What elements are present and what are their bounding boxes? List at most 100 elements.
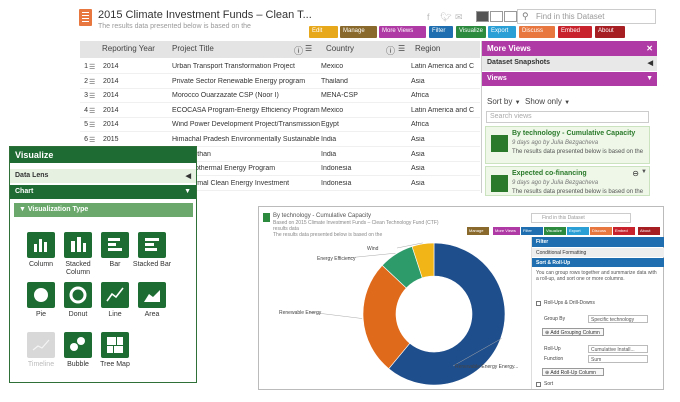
table-view-icon[interactable] <box>476 11 489 22</box>
plus-icon: ⊕ <box>545 330 550 336</box>
visualization-type-section[interactable]: ▼ Visualization Type <box>14 203 193 217</box>
discuss-button[interactable]: Discuss <box>519 26 555 38</box>
cell-country: Indonesia <box>321 179 352 187</box>
views-section[interactable]: Views ▼ <box>482 72 657 86</box>
filter-button[interactable]: Filter <box>521 227 543 235</box>
donut-slice[interactable] <box>388 242 506 386</box>
row-menu-icon[interactable]: ☰ <box>89 93 96 101</box>
embed-button[interactable]: Embed <box>558 26 592 38</box>
row-menu-icon[interactable]: ☰ <box>89 107 96 115</box>
visualize-button[interactable]: Visualize <box>544 227 566 235</box>
column-header-reporting-year[interactable]: Reporting Year <box>102 44 155 53</box>
stacked-bar-icon[interactable] <box>138 232 166 258</box>
roll-up-select[interactable]: Cumulative Install... <box>588 345 648 353</box>
cell-region: Latin America and C <box>411 106 475 114</box>
visualization-type-label: Timeline <box>27 361 55 368</box>
about-button[interactable]: About <box>595 26 625 38</box>
column-menu-icon[interactable]: ☰ <box>398 44 406 53</box>
close-icon[interactable]: ✕ <box>646 44 653 53</box>
chart-search-input[interactable]: Find in this Dataset <box>531 213 631 223</box>
info-icon[interactable]: ⓘ <box>294 46 304 56</box>
table-row[interactable]: 2 ☰ 2014 Private Sector Renewable Energy pr… <box>80 76 480 89</box>
sort-checkbox[interactable] <box>536 382 541 387</box>
dataset-snapshots-section[interactable]: Dataset Snapshots ◀ <box>482 56 657 71</box>
sort-by-dropdown[interactable]: Sort by ▼ <box>487 97 521 106</box>
chevron-down-icon[interactable]: ▼ <box>641 169 647 175</box>
discuss-button[interactable]: Discuss <box>590 227 612 235</box>
line-chart-icon[interactable] <box>101 282 129 308</box>
view-card[interactable]: By technology - Cumulative Capacity 9 da… <box>485 126 650 164</box>
bar-chart-icon[interactable] <box>101 232 129 258</box>
cell-project-title: Himachal Pradesh Environmentally Sustain… <box>172 136 320 143</box>
row-number: 1 <box>84 63 88 70</box>
visualize-button[interactable]: Visualize <box>456 26 486 38</box>
export-button[interactable]: Export <box>567 227 589 235</box>
search-views-input[interactable]: Search views <box>486 111 649 123</box>
donut-slice[interactable] <box>411 242 435 279</box>
cell-region: Asia <box>411 150 425 158</box>
cell-region: Africa <box>411 92 429 100</box>
filter-button[interactable]: Filter <box>429 26 453 38</box>
table-row[interactable]: 3 ☰ 2014 Morocco Ouarzazate CSP (Noor I) MEN… <box>80 90 480 104</box>
manage-button[interactable]: Manage <box>467 227 489 235</box>
column-header-country[interactable]: Country <box>326 44 355 53</box>
column-header-project-title[interactable]: Project Title <box>172 44 214 53</box>
column-chart-icon[interactable] <box>27 232 55 258</box>
view-card[interactable]: Expected co-financing ⊖ ▼ 9 days ago by … <box>485 166 650 196</box>
facebook-icon[interactable]: f <box>427 12 430 22</box>
function-select[interactable]: Sum <box>588 355 648 363</box>
cell-country: India <box>321 150 337 158</box>
cell-region: Africa <box>411 121 429 129</box>
page-view-icon[interactable] <box>490 11 503 22</box>
row-menu-icon[interactable]: ☰ <box>89 78 96 86</box>
data-lens-section[interactable]: Data Lens ◀ <box>10 169 196 183</box>
manage-button[interactable]: Manage <box>340 26 377 38</box>
stacked-column-icon[interactable] <box>64 232 92 258</box>
edit-button[interactable]: Edit <box>309 26 338 38</box>
chart-section[interactable]: Chart ▼ <box>10 185 196 199</box>
row-menu-icon[interactable]: ☰ <box>89 122 96 130</box>
rollup-checkbox[interactable] <box>536 301 541 306</box>
visualization-type-label: Stacked Bar <box>132 261 172 268</box>
donut-chart-icon[interactable] <box>64 282 92 308</box>
visualization-type-label: Line <box>108 311 122 318</box>
dataset-header: 2015 Climate Investment Funds – Clean T.… <box>0 0 680 40</box>
table-row[interactable]: 4 ☰ 2014 ECOCASA Program-Energy Efficiency … <box>80 105 480 118</box>
export-button[interactable]: Export <box>488 26 516 38</box>
table-row[interactable]: 5 ☰ 2014 Wind Power Development Project/Tra… <box>80 119 480 133</box>
bubble-chart-icon[interactable] <box>64 332 92 358</box>
info-icon[interactable]: ⓘ <box>386 46 396 56</box>
cell-country: Mexico <box>321 63 344 70</box>
dataset-search-input[interactable]: ⚲ Find in this Dataset <box>517 9 656 24</box>
more-views-button[interactable]: More Views <box>493 227 520 235</box>
email-icon[interactable]: ✉ <box>455 12 463 22</box>
area-chart-icon[interactable] <box>138 282 166 308</box>
list-view-icon[interactable] <box>504 11 517 22</box>
show-only-dropdown[interactable]: Show only ▼ <box>525 97 571 106</box>
more-views-button[interactable]: More Views <box>379 26 426 38</box>
cell-reporting-year: 2014 <box>103 63 119 70</box>
pie-chart-icon[interactable] <box>27 282 55 308</box>
tree-map-icon[interactable] <box>101 332 129 358</box>
cell-country: Indonesia <box>321 165 352 173</box>
add-rollup-column-button[interactable]: ⊕ Add Roll-Up Column <box>542 368 604 376</box>
column-menu-icon[interactable]: ☰ <box>305 44 313 53</box>
embed-button[interactable]: Embed <box>613 227 635 235</box>
chart-window-desc: The results data presented below is base… <box>273 232 383 238</box>
sort-rollup-section[interactable]: Sort & Roll-Up <box>532 258 664 267</box>
donut-slice-label: Energy Efficiency <box>317 256 356 262</box>
conditional-formatting-section[interactable]: Conditional Formatting <box>532 248 664 257</box>
table-row[interactable]: 6 ☰ 2015 Himachal Pradesh Environmentally S… <box>80 134 480 147</box>
about-button[interactable]: About <box>638 227 660 235</box>
row-menu-icon[interactable]: ☰ <box>89 64 96 71</box>
table-row[interactable]: 1 ☰ 2014 Urban Transport Transformation Pro… <box>80 61 480 74</box>
cell-project-title: Urban Transport Transformation Project <box>172 63 295 70</box>
chart-window-header: By technology - Cumulative Capacity Base… <box>259 207 663 243</box>
remove-icon[interactable]: ⊖ <box>632 169 639 178</box>
add-grouping-column-button[interactable]: ⊕ Add Grouping Column <box>542 328 604 336</box>
column-header-region[interactable]: Region <box>415 44 441 53</box>
cell-region: Asia <box>411 179 425 187</box>
row-menu-icon[interactable]: ☰ <box>89 137 96 144</box>
twitter-icon[interactable]: 🐦︎ <box>440 12 452 22</box>
group-by-select[interactable]: Specific technology <box>588 315 648 323</box>
